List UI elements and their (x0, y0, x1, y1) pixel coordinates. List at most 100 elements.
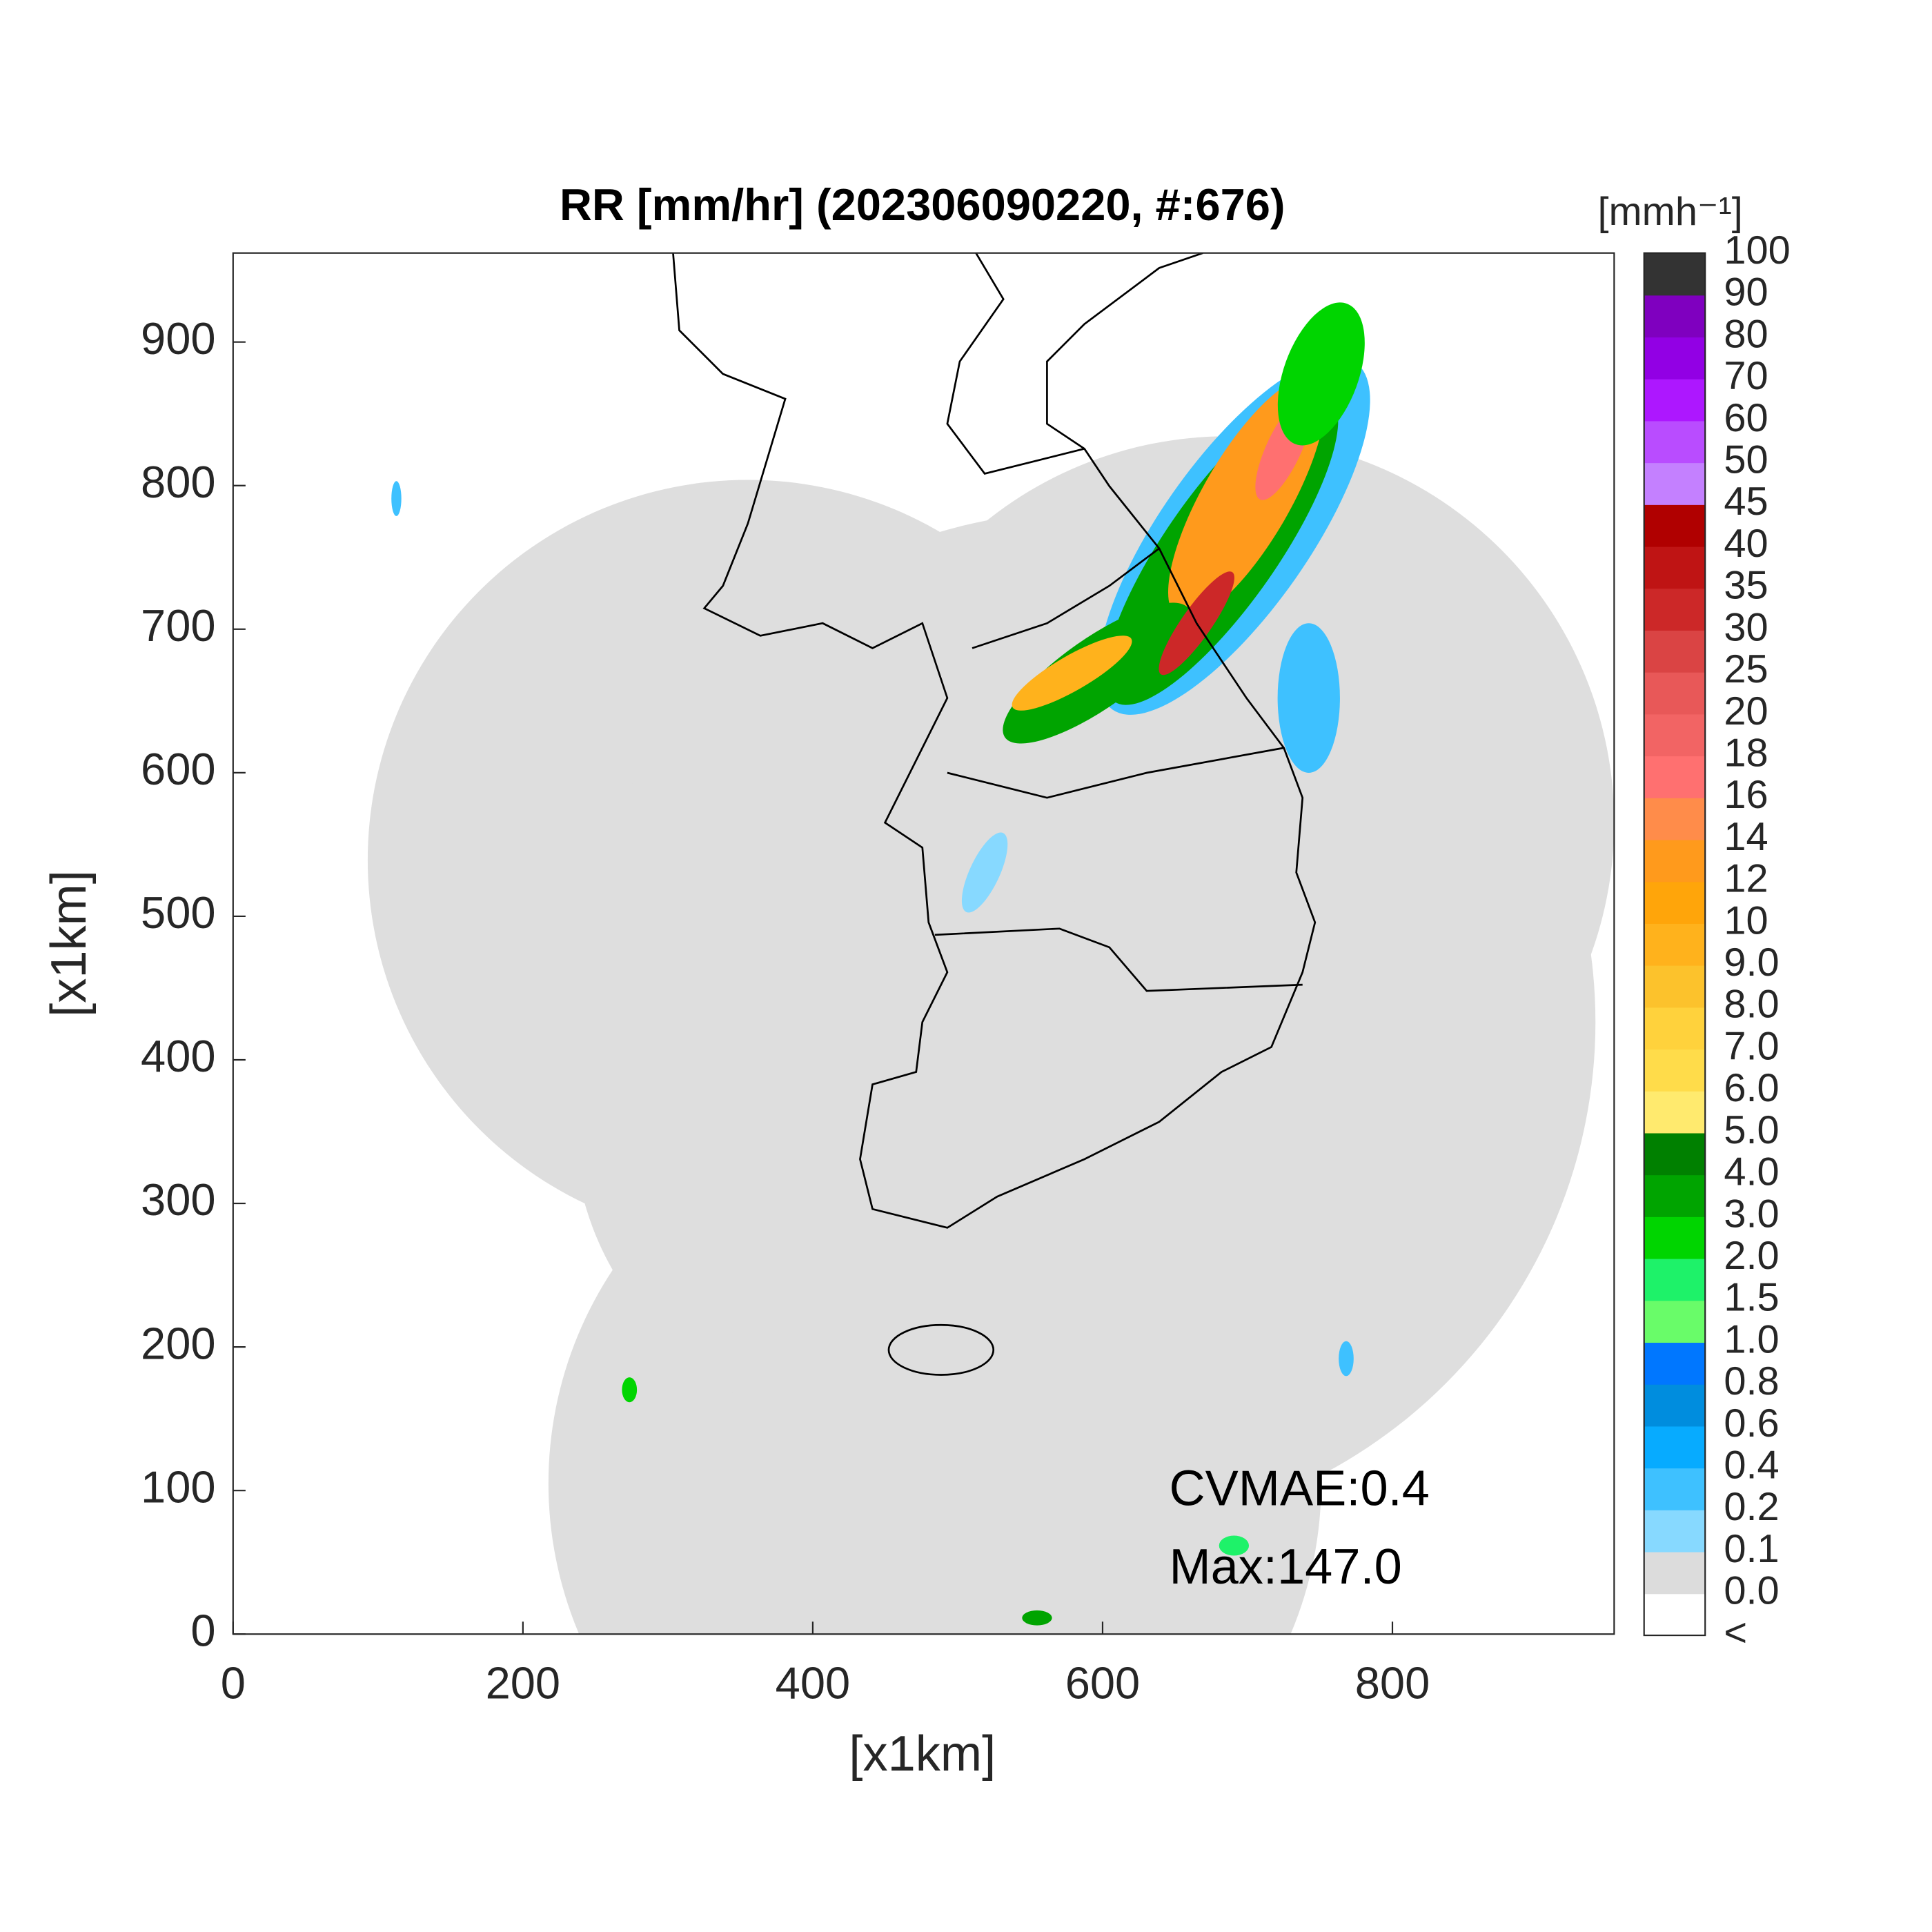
colorbar-tick-label: 100 (1724, 228, 1790, 273)
colorbar-segment (1644, 253, 1706, 296)
colorbar-segment (1644, 420, 1706, 464)
colorbar-segment (1644, 295, 1706, 338)
x-tick-label: 600 (1065, 1657, 1140, 1708)
colorbar-segment (1644, 965, 1706, 1008)
y-tick-label: 800 (141, 457, 215, 507)
colorbar-tick-label: 0.2 (1724, 1485, 1779, 1529)
y-tick-label: 0 (190, 1605, 215, 1655)
colorbar-segment (1644, 1593, 1706, 1636)
colorbar-tick-label: 70 (1724, 354, 1768, 398)
colorbar-segment (1644, 337, 1706, 379)
y-tick-label: 400 (141, 1031, 215, 1081)
colorbar-segment (1644, 1216, 1706, 1259)
colorbar-segment (1644, 1049, 1706, 1092)
colorbar-tick-label: 16 (1724, 773, 1768, 817)
colorbar-segment (1644, 756, 1706, 798)
coastline (672, 253, 1317, 1376)
colorbar-tick-label: 12 (1724, 857, 1768, 901)
colorbar-segment (1644, 923, 1706, 966)
jeju-island (887, 1323, 995, 1376)
colorbar-tick-label: 0.0 (1724, 1569, 1779, 1613)
border (934, 927, 1303, 992)
coverage-area (573, 822, 1172, 1421)
colorbar-tick-label: 35 (1724, 564, 1768, 608)
colorbar-segment (1644, 630, 1706, 673)
colorbar-segment (1644, 1551, 1706, 1595)
plot-frame (232, 252, 1615, 1635)
colorbar-tick-label: 9.0 (1724, 940, 1779, 985)
colorbar-segment (1644, 1509, 1706, 1552)
colorbar-segment (1644, 1300, 1706, 1343)
rain-area (622, 1377, 638, 1403)
colorbar-segment (1644, 797, 1706, 840)
colorbar-tick-label: 5.0 (1724, 1108, 1779, 1152)
colorbar-tick-label: 20 (1724, 689, 1768, 733)
rain-area (961, 832, 1008, 913)
colorbar-segment (1644, 546, 1706, 589)
colorbar-segment (1644, 1342, 1706, 1385)
colorbar-tick-label: 45 (1724, 480, 1768, 524)
colorbar-segment (1644, 1383, 1706, 1427)
colorbar-tick-label: 8.0 (1724, 983, 1779, 1027)
rain-area (1339, 1341, 1354, 1377)
border (946, 253, 1085, 475)
x-axis-label: [x1km] (849, 1726, 996, 1782)
map-layer (367, 253, 1615, 1635)
colorbar-tick-label: 40 (1724, 522, 1768, 566)
colorbar-tick-label: 4.0 (1724, 1150, 1779, 1194)
colorbar-tick-label: 7.0 (1724, 1024, 1779, 1068)
y-tick-label: 300 (141, 1174, 215, 1225)
colorbar-tick-label: 18 (1724, 731, 1768, 775)
colorbar-tick-label: 50 (1724, 438, 1768, 482)
colorbar-segment (1644, 1468, 1706, 1510)
x-tick-label: 800 (1355, 1657, 1430, 1708)
rain-area (1012, 635, 1132, 711)
colorbar-tick-label: 2.0 (1724, 1234, 1779, 1278)
rain-area (1022, 1610, 1052, 1626)
colorbar-tick-label: 0.1 (1724, 1527, 1779, 1571)
annotation: Max:147.0 (1169, 1539, 1401, 1595)
colorbar-segment (1644, 504, 1706, 547)
colorbar-tick-label: 60 (1724, 396, 1768, 440)
y-tick-label: 100 (141, 1461, 215, 1512)
y-tick-label: 200 (141, 1318, 215, 1368)
colorbar-tick-label: 0.6 (1724, 1401, 1779, 1446)
colorbar-segment (1644, 378, 1706, 422)
chart-title: RR [mm/hr] (202306090220, #:676) (560, 179, 1285, 230)
colorbar-segment (1644, 1132, 1706, 1176)
x-tick-label: 200 (486, 1657, 560, 1708)
y-tick-label: 700 (141, 600, 215, 651)
annotation: CVMAE:0.4 (1169, 1461, 1429, 1516)
colorbar-segment (1644, 839, 1706, 883)
colorbar-tick-label: 6.0 (1724, 1066, 1779, 1110)
colorbar-segment (1644, 1174, 1706, 1217)
colorbar-segment (1644, 671, 1706, 715)
colorbar-segment (1644, 462, 1706, 505)
colorbar-tick-label: 90 (1724, 270, 1768, 315)
colorbar-label: [mmh⁻¹] (1597, 190, 1742, 234)
colorbar-segment (1644, 1426, 1706, 1469)
colorbar-tick-label: 10 (1724, 898, 1768, 943)
colorbar-segment (1644, 1090, 1706, 1134)
colorbar-tick-label: 0.4 (1724, 1443, 1779, 1487)
colorbar-segment (1644, 881, 1706, 924)
x-tick-label: 400 (776, 1657, 850, 1708)
x-tick-label: 0 (221, 1657, 246, 1708)
colorbar-segment (1644, 713, 1706, 757)
y-tick-label: 500 (141, 887, 215, 938)
colorbar-tick-label: 14 (1724, 815, 1768, 859)
colorbar-tick-label: 3.0 (1724, 1192, 1779, 1236)
border (972, 547, 1160, 649)
colorbar-tick-label: < (1724, 1610, 1747, 1655)
y-axis-label: [x1km] (41, 870, 97, 1017)
radar-coverage (367, 436, 1615, 1635)
y-tick-label: 900 (141, 313, 215, 364)
colorbar-segment (1644, 1258, 1706, 1301)
colorbar-tick-label: 0.8 (1724, 1359, 1779, 1403)
rain-area (1277, 623, 1340, 773)
colorbar-frame (1643, 252, 1706, 1637)
colorbar-segment (1644, 588, 1706, 631)
rain-area (391, 481, 402, 516)
colorbar-tick-label: 30 (1724, 605, 1768, 649)
